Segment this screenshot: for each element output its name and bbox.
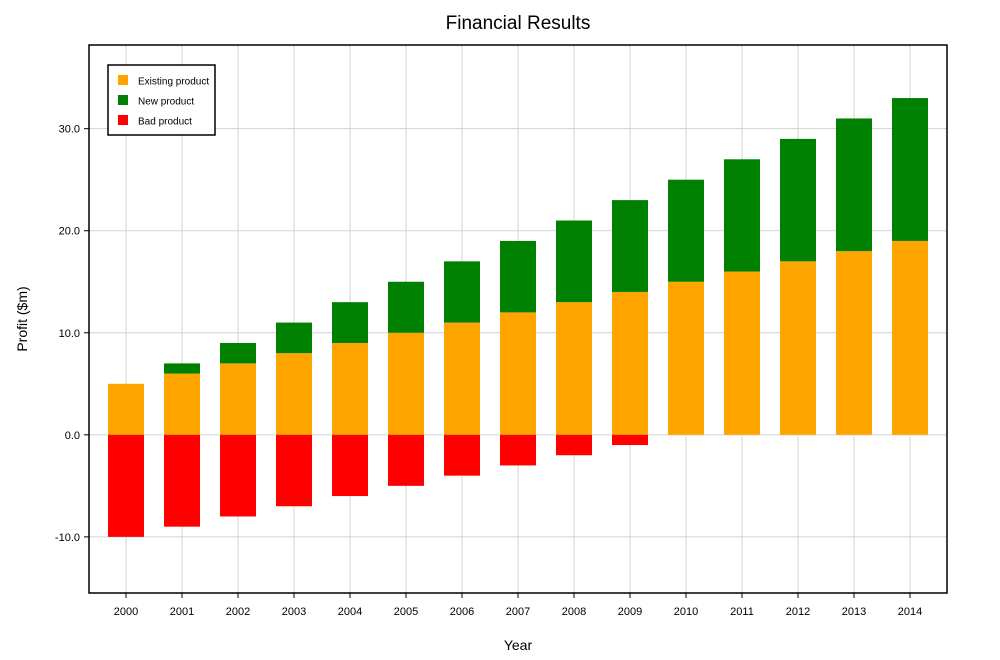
bar-existing-product	[892, 240, 928, 435]
bar-new-product	[220, 342, 256, 364]
bar-new-product	[276, 322, 312, 354]
x-tick-label: 2006	[450, 606, 474, 618]
bar-new-product	[780, 138, 816, 262]
bar-bad-product	[220, 434, 256, 517]
bar-existing-product	[220, 363, 256, 435]
axis-ticks: 2000 2001 2002 2003 2004 2005 2006 2007 2008 2009…	[55, 124, 922, 618]
x-tick-label: 2012	[786, 606, 810, 618]
bar-bad-product	[276, 434, 312, 507]
bar-existing-product	[276, 353, 312, 435]
bar-existing-product	[668, 281, 704, 435]
x-tick-label: 2010	[674, 606, 698, 618]
x-tick-label: 2000	[114, 606, 138, 618]
bar-new-product	[332, 302, 368, 343]
x-tick-label: 2013	[842, 606, 866, 618]
legend-swatch-new-product	[118, 95, 128, 105]
bar-bad-product	[444, 434, 480, 476]
x-tick-label: 2009	[618, 606, 642, 618]
bar-new-product	[836, 118, 872, 252]
bar-existing-product	[388, 332, 424, 435]
legend-label-new-product: New product	[138, 97, 194, 108]
bar-existing-product	[780, 261, 816, 435]
bar-existing-product	[556, 302, 592, 435]
y-tick-label: 10.0	[59, 328, 80, 340]
bar-existing-product	[500, 312, 536, 435]
x-tick-label: 2002	[226, 606, 250, 618]
legend-label-bad-product: Bad product	[138, 117, 192, 128]
bar-existing-product	[612, 291, 648, 435]
bar-bad-product	[164, 434, 200, 527]
bar-existing-product	[108, 383, 144, 435]
x-tick-label: 2004	[338, 606, 362, 618]
bar-new-product	[724, 159, 760, 272]
bar-existing-product	[724, 271, 760, 435]
bar-existing-product	[444, 322, 480, 435]
bar-bad-product	[388, 434, 424, 486]
y-tick-label: -10.0	[55, 532, 80, 544]
bar-new-product	[388, 281, 424, 333]
bar-existing-product	[164, 373, 200, 435]
bar-bad-product	[612, 434, 648, 446]
x-tick-label: 2007	[506, 606, 530, 618]
bar-new-product	[668, 179, 704, 282]
bar-new-product	[612, 200, 648, 292]
x-tick-label: 2008	[562, 606, 586, 618]
bar-new-product	[500, 240, 536, 313]
legend-swatch-existing-product	[118, 75, 128, 85]
bar-new-product	[164, 363, 200, 374]
y-tick-label: 30.0	[59, 124, 80, 136]
bar-bad-product	[556, 434, 592, 456]
bar-existing-product	[332, 342, 368, 435]
bars	[108, 98, 928, 537]
y-tick-label: 20.0	[59, 226, 80, 238]
legend-swatch-bad-product	[118, 115, 128, 125]
bar-existing-product	[836, 251, 872, 435]
x-tick-label: 2003	[282, 606, 306, 618]
x-tick-label: 2005	[394, 606, 418, 618]
bar-new-product	[556, 220, 592, 303]
bar-new-product	[892, 98, 928, 241]
x-tick-label: 2001	[170, 606, 194, 618]
legend: Existing product New product Bad product	[107, 64, 216, 136]
bar-bad-product	[500, 434, 536, 466]
bar-bad-product	[108, 434, 144, 537]
x-axis-label: Year	[504, 637, 533, 653]
x-tick-label: 2011	[730, 606, 754, 618]
legend-label-existing-product: Existing product	[138, 77, 209, 88]
y-axis-label: Profit ($m)	[14, 286, 30, 351]
bar-bad-product	[332, 434, 368, 497]
chart-title: Financial Results	[446, 13, 591, 34]
x-tick-label: 2014	[898, 606, 922, 618]
bar-new-product	[444, 261, 480, 323]
y-tick-label: 0.0	[65, 430, 80, 442]
